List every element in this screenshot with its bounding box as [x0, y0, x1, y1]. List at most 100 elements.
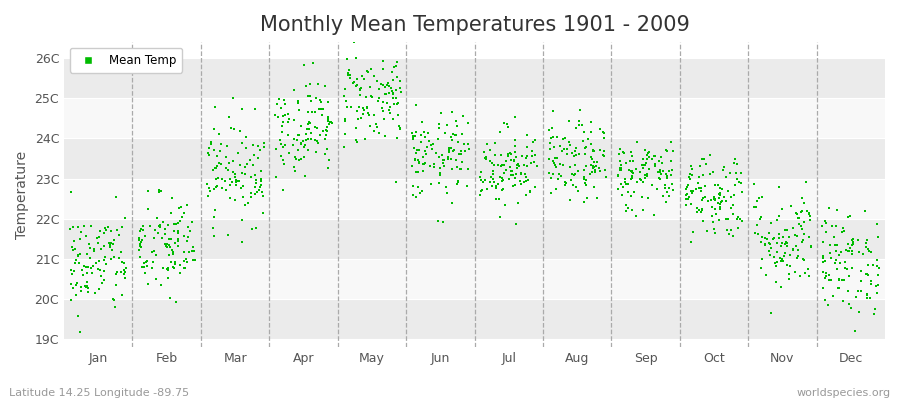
Point [571, 167, 585, 174]
Point [729, 176, 743, 182]
Point [296, 62, 310, 68]
Point [546, 158, 561, 164]
Point [512, 163, 526, 169]
Point [708, 196, 723, 202]
Point [488, 152, 502, 158]
Point [852, 308, 867, 315]
Point [803, 216, 817, 223]
Point [770, 217, 784, 224]
Point [767, 235, 781, 242]
Point [624, 168, 638, 174]
Point [588, 169, 602, 176]
Point [424, 142, 438, 148]
Point [838, 265, 852, 271]
Point [725, 210, 740, 217]
Point [624, 192, 638, 199]
Point [495, 161, 509, 168]
Point [451, 178, 465, 185]
Point [585, 156, 599, 162]
Point [570, 152, 584, 158]
Point [545, 108, 560, 114]
Point [861, 248, 876, 255]
Point [145, 249, 159, 256]
Point [392, 122, 406, 129]
Point [356, 107, 371, 113]
Point [689, 204, 704, 211]
Point [164, 236, 178, 243]
Point [314, 98, 328, 105]
Point [302, 109, 316, 115]
Point [508, 143, 522, 149]
Point [495, 175, 509, 182]
Point [802, 272, 816, 279]
Point [598, 134, 612, 141]
Point [731, 225, 745, 231]
Point [474, 168, 489, 175]
Point [613, 158, 627, 165]
Point [768, 260, 782, 267]
Point [117, 266, 131, 273]
Point [718, 216, 733, 223]
Point [834, 248, 849, 255]
Point [695, 196, 709, 203]
Point [788, 243, 803, 249]
Point [666, 148, 680, 154]
Point [815, 259, 830, 265]
Point [782, 276, 796, 282]
Point [454, 148, 468, 154]
Point [626, 189, 641, 195]
Point [206, 186, 220, 193]
Point [215, 176, 230, 182]
Point [132, 237, 147, 244]
Point [504, 172, 518, 178]
Point [91, 240, 105, 246]
Point [701, 198, 716, 204]
Point [496, 186, 510, 192]
Point [446, 148, 460, 154]
Point [83, 255, 97, 262]
Point [364, 93, 379, 100]
Point [268, 112, 283, 118]
Point [483, 146, 498, 153]
Point [239, 161, 254, 168]
Point [694, 209, 708, 216]
Point [637, 162, 652, 168]
Point [720, 226, 734, 233]
Point [804, 244, 818, 250]
Point [445, 166, 459, 172]
Point [417, 129, 431, 136]
Point [64, 280, 78, 287]
Point [72, 260, 86, 266]
Point [656, 193, 670, 200]
Point [238, 145, 253, 152]
Point [291, 147, 305, 153]
Point [634, 162, 649, 169]
Point [375, 105, 390, 111]
Point [109, 271, 123, 277]
Point [80, 283, 94, 289]
Point [640, 173, 654, 180]
Point [618, 208, 633, 214]
Point [572, 151, 587, 158]
Point [787, 225, 801, 231]
Point [389, 87, 403, 93]
Point [716, 166, 730, 173]
Point [652, 169, 666, 176]
Point [558, 182, 572, 189]
Point [843, 305, 858, 311]
Point [617, 179, 632, 186]
Point [164, 259, 178, 265]
Point [275, 119, 290, 125]
Point [440, 122, 454, 128]
Point [844, 248, 859, 254]
Point [774, 284, 788, 290]
Point [162, 236, 176, 242]
Point [616, 183, 631, 190]
Point [614, 165, 628, 171]
Point [106, 254, 121, 260]
Point [296, 144, 310, 150]
Point [621, 167, 635, 173]
Point [819, 270, 833, 277]
Point [624, 149, 638, 155]
Point [449, 118, 464, 124]
